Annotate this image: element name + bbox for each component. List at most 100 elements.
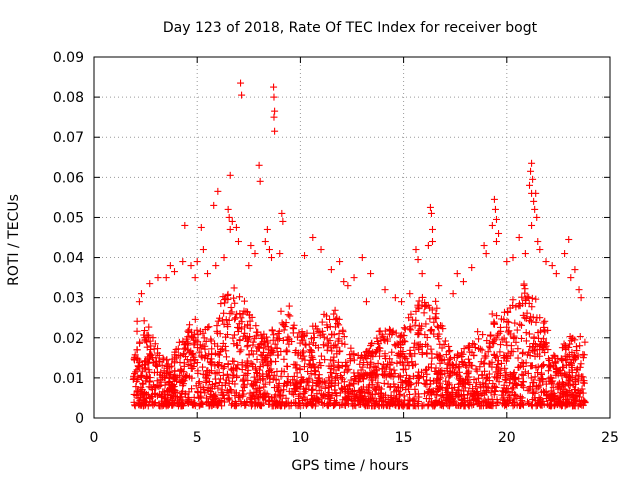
data-point bbox=[533, 213, 541, 221]
data-point bbox=[223, 370, 231, 378]
data-point bbox=[573, 347, 581, 355]
data-point bbox=[482, 387, 490, 395]
y-tick-label: 0.04 bbox=[53, 251, 84, 267]
data-point bbox=[228, 217, 236, 225]
data-point bbox=[492, 238, 500, 246]
data-point bbox=[479, 331, 487, 339]
data-point bbox=[226, 171, 234, 179]
data-point bbox=[270, 113, 278, 121]
data-point bbox=[407, 326, 415, 334]
data-point bbox=[435, 282, 443, 290]
data-point bbox=[576, 388, 584, 396]
data-point bbox=[170, 268, 178, 276]
data-point bbox=[474, 328, 482, 336]
chart-title: Day 123 of 2018, Rate Of TEC Index for r… bbox=[163, 20, 538, 36]
data-point bbox=[426, 203, 434, 211]
data-point bbox=[197, 352, 205, 360]
data-point bbox=[512, 338, 520, 346]
data-point bbox=[240, 390, 248, 398]
y-axis-label: ROTI / TECUs bbox=[6, 194, 22, 286]
data-point bbox=[495, 229, 503, 237]
data-point bbox=[162, 274, 170, 282]
data-point bbox=[244, 370, 252, 378]
data-point bbox=[271, 340, 279, 348]
data-point bbox=[300, 363, 308, 371]
data-point bbox=[224, 205, 232, 213]
data-point bbox=[243, 357, 251, 365]
data-point bbox=[244, 336, 252, 344]
data-point bbox=[505, 318, 513, 326]
data-point bbox=[504, 308, 512, 316]
data-point bbox=[503, 258, 511, 266]
data-point bbox=[488, 310, 496, 318]
data-point bbox=[246, 333, 254, 341]
data-point bbox=[135, 298, 143, 306]
data-point bbox=[529, 388, 537, 396]
data-point bbox=[193, 359, 201, 367]
data-point bbox=[475, 335, 483, 343]
data-point bbox=[542, 258, 550, 266]
data-point bbox=[495, 378, 503, 386]
data-point bbox=[412, 246, 420, 254]
data-point bbox=[534, 238, 542, 246]
data-point bbox=[277, 307, 285, 315]
data-point bbox=[515, 234, 523, 241]
data-point bbox=[317, 246, 325, 254]
data-point bbox=[280, 368, 288, 376]
data-point bbox=[521, 250, 529, 258]
y-tick-label: 0.09 bbox=[53, 50, 84, 66]
data-point bbox=[337, 384, 345, 392]
data-point bbox=[449, 290, 457, 298]
data-point bbox=[175, 338, 183, 346]
data-point bbox=[335, 335, 343, 343]
data-point bbox=[350, 274, 358, 282]
data-point bbox=[509, 254, 517, 262]
data-point bbox=[485, 342, 493, 350]
data-point bbox=[218, 386, 226, 394]
data-point bbox=[422, 320, 430, 328]
data-point bbox=[489, 338, 497, 346]
data-point bbox=[527, 374, 535, 382]
data-point bbox=[212, 262, 220, 270]
data-point bbox=[202, 337, 210, 345]
data-point bbox=[271, 107, 279, 115]
data-point bbox=[576, 333, 584, 341]
data-point bbox=[381, 286, 389, 294]
data-point bbox=[544, 355, 552, 363]
data-points bbox=[129, 79, 589, 410]
data-point bbox=[347, 376, 355, 384]
data-point bbox=[436, 359, 444, 367]
data-point bbox=[309, 234, 317, 241]
data-point bbox=[445, 373, 453, 381]
data-point bbox=[432, 297, 440, 305]
x-tick-label: 25 bbox=[601, 430, 619, 446]
data-point bbox=[470, 340, 478, 348]
data-point bbox=[428, 306, 436, 314]
data-point bbox=[280, 355, 288, 363]
data-point bbox=[481, 397, 489, 405]
data-point bbox=[146, 280, 154, 288]
data-point bbox=[411, 321, 419, 329]
data-point bbox=[298, 328, 306, 336]
data-point bbox=[386, 383, 394, 391]
data-point bbox=[226, 225, 234, 233]
data-point bbox=[265, 400, 273, 408]
data-point bbox=[292, 364, 300, 372]
data-point bbox=[237, 79, 245, 87]
data-point bbox=[457, 349, 465, 357]
data-point bbox=[276, 250, 284, 258]
data-point bbox=[263, 225, 271, 233]
data-point bbox=[331, 306, 339, 314]
data-point bbox=[207, 335, 215, 343]
data-point bbox=[418, 270, 426, 278]
data-point bbox=[362, 298, 370, 306]
data-point bbox=[340, 278, 348, 286]
data-point bbox=[317, 352, 325, 360]
data-point bbox=[414, 303, 422, 311]
data-point bbox=[301, 252, 309, 260]
data-point bbox=[261, 238, 269, 246]
data-point bbox=[216, 351, 224, 359]
data-point bbox=[303, 329, 311, 337]
x-tick-label: 15 bbox=[395, 430, 413, 446]
